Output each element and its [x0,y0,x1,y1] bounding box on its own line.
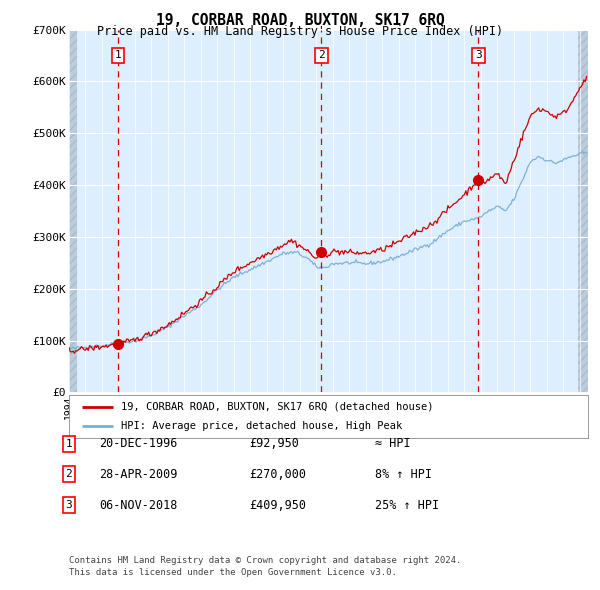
Text: 19, CORBAR ROAD, BUXTON, SK17 6RQ: 19, CORBAR ROAD, BUXTON, SK17 6RQ [155,13,445,28]
Bar [578,30,588,392]
Text: 28-APR-2009: 28-APR-2009 [99,468,178,481]
Text: 06-NOV-2018: 06-NOV-2018 [99,499,178,512]
Text: 25% ↑ HPI: 25% ↑ HPI [375,499,439,512]
Text: £409,950: £409,950 [249,499,306,512]
Text: HPI: Average price, detached house, High Peak: HPI: Average price, detached house, High… [121,421,402,431]
Text: 2: 2 [65,470,73,479]
Text: 2: 2 [318,50,325,60]
Text: £270,000: £270,000 [249,468,306,481]
Text: 8% ↑ HPI: 8% ↑ HPI [375,468,432,481]
Text: ≈ HPI: ≈ HPI [375,437,410,450]
Text: 3: 3 [475,50,482,60]
Text: 1: 1 [115,50,121,60]
Bar [69,30,77,392]
Text: Contains HM Land Registry data © Crown copyright and database right 2024.
This d: Contains HM Land Registry data © Crown c… [69,556,461,576]
Text: 19, CORBAR ROAD, BUXTON, SK17 6RQ (detached house): 19, CORBAR ROAD, BUXTON, SK17 6RQ (detac… [121,402,433,412]
Text: Price paid vs. HM Land Registry's House Price Index (HPI): Price paid vs. HM Land Registry's House … [97,25,503,38]
Text: 20-DEC-1996: 20-DEC-1996 [99,437,178,450]
Text: £92,950: £92,950 [249,437,299,450]
Text: 3: 3 [65,500,73,510]
Text: 1: 1 [65,439,73,448]
